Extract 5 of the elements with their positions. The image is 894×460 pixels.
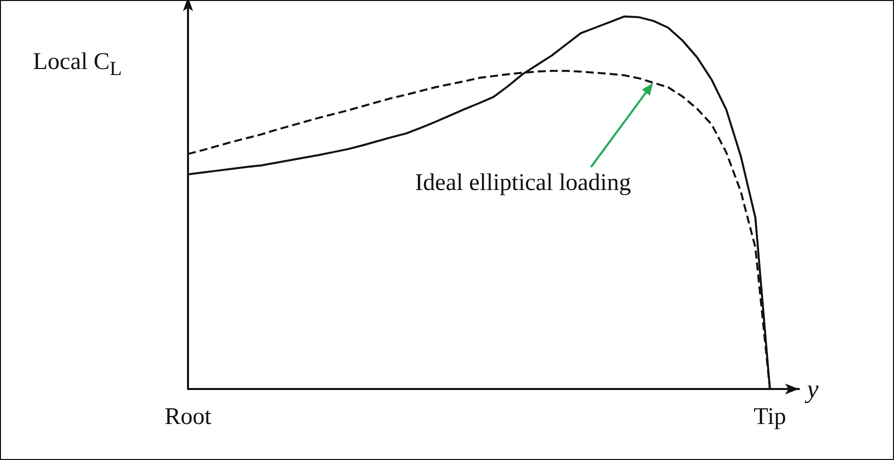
x-tick-label: Root xyxy=(164,404,212,430)
x-axis-title: y xyxy=(804,374,819,404)
annotation: Ideal elliptical loading xyxy=(415,170,631,196)
x-tick-label: Tip xyxy=(754,404,786,430)
y-axis-title: Local C$_{L}$ xyxy=(33,49,122,81)
